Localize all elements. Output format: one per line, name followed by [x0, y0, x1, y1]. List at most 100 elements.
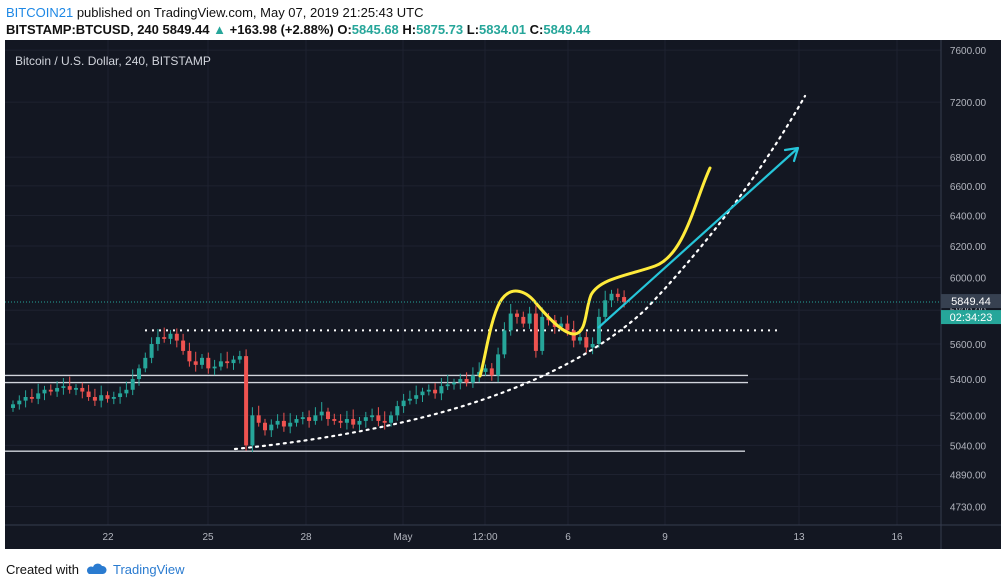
candle-body [470, 375, 475, 383]
candle-body [596, 316, 601, 345]
candle-body [137, 368, 141, 380]
candle-body [149, 344, 154, 358]
candle-body [67, 386, 72, 390]
author-link[interactable]: BITCOIN21 [6, 5, 74, 20]
candle-body [370, 415, 375, 418]
candle-body [344, 419, 349, 423]
candle-body [533, 313, 538, 351]
target-arrow[interactable] [597, 147, 799, 329]
candle-body [225, 361, 230, 364]
parabolic-curve[interactable] [233, 94, 807, 451]
candle-body [206, 357, 211, 369]
candle-body [250, 415, 255, 446]
candle-body [622, 297, 627, 303]
candle-body [338, 420, 343, 423]
candle-body [281, 420, 286, 427]
price-tick-label: 6200.00 [950, 242, 987, 253]
price-tick-label: 5200.00 [950, 411, 987, 422]
high-label: H: [402, 22, 417, 37]
candle-body [193, 361, 198, 365]
candle-body [61, 386, 66, 388]
ohlc-line: BITSTAMP:BTCUSD, 240 5849.44 ▲ +163.98 (… [6, 22, 590, 37]
time-tick-label: 22 [102, 532, 114, 543]
candle-body [11, 404, 15, 408]
candle-body [357, 420, 362, 425]
candle-body [80, 387, 85, 392]
candle-body [155, 337, 160, 345]
price-tick-label: 7600.00 [950, 46, 987, 57]
candle-body [420, 391, 425, 396]
last-price-badge [941, 294, 1001, 309]
candle-body [603, 300, 608, 317]
candle-body [168, 333, 173, 339]
footer: Created with TradingView [0, 552, 1004, 586]
candle-body [36, 393, 41, 399]
drawings[interactable] [5, 94, 941, 451]
candle-body [439, 386, 444, 394]
price-tick-label: 6600.00 [950, 182, 987, 193]
candle-body [124, 389, 129, 394]
candle-body [162, 337, 167, 339]
time-tick-label: 28 [300, 532, 312, 543]
publish-info: published on TradingView.com, May 07, 20… [76, 5, 424, 20]
candle-body [565, 323, 570, 331]
high-value: 5875.73 [416, 22, 464, 37]
price-tick-label: 5600.00 [950, 340, 987, 351]
price-tick-label: 7200.00 [950, 98, 987, 109]
candle-body [426, 389, 431, 392]
price-tick-label: 6800.00 [950, 153, 987, 164]
candle-body [29, 396, 34, 399]
time-tick-label: 6 [565, 532, 571, 543]
time-axis[interactable]: 22 25 28 May 12:00 6 9 13 16 [102, 532, 903, 543]
candle-body [609, 293, 614, 301]
candle-body [212, 366, 217, 369]
time-tick-label: 25 [202, 532, 214, 543]
candle-body [363, 417, 368, 421]
low-label: L: [466, 22, 480, 37]
candle-body [395, 406, 400, 416]
candle-body [17, 400, 22, 405]
time-tick-label: 16 [891, 532, 903, 543]
candle-body [326, 411, 330, 420]
candle-body [389, 415, 393, 423]
candle-body [99, 395, 104, 401]
candle-body [483, 368, 488, 372]
price-tick-label: 4890.00 [950, 470, 987, 481]
candle-body [74, 387, 78, 390]
horizontal-lines[interactable] [5, 329, 780, 452]
close-label: C: [529, 22, 544, 37]
grid-lines [5, 40, 941, 525]
candle-body [584, 337, 589, 348]
price-tick-label: 5040.00 [950, 441, 987, 452]
candle-body [300, 417, 305, 420]
candle-body [508, 313, 513, 331]
candle-body [218, 361, 223, 367]
candle-body [42, 389, 47, 394]
candle-body [382, 420, 387, 423]
candle-body [55, 387, 60, 392]
tradingview-brand[interactable]: TradingView [113, 562, 185, 577]
arrow-head-icon [783, 146, 800, 163]
candle-body [307, 417, 312, 421]
chart-area[interactable]: Bitcoin / U.S. Dollar, 240, BITSTAMP 473… [5, 40, 1001, 549]
candle-body [86, 391, 91, 397]
countdown-badge [941, 310, 1001, 325]
candle-body [231, 359, 236, 364]
close-value: 5849.44 [543, 22, 591, 37]
candle-body [332, 419, 337, 421]
candle-body [181, 340, 186, 351]
created-with-label: Created with [6, 562, 79, 577]
time-tick-label: 9 [662, 532, 668, 543]
candle-body [244, 356, 249, 446]
time-tick-label: 13 [793, 532, 805, 543]
time-tick-label: 12:00 [472, 532, 497, 543]
price-tick-label: 6000.00 [950, 274, 987, 285]
candle-body [275, 420, 280, 425]
candle-body [502, 330, 507, 355]
price-axis[interactable]: 4730.00 4890.00 5040.00 5200.00 5400.00 5600.… [950, 46, 987, 513]
candle-body [319, 411, 324, 416]
chart-svg[interactable]: Bitcoin / U.S. Dollar, 240, BITSTAMP 473… [5, 40, 1001, 549]
chart-header: BITCOIN21 published on TradingView.com, … [0, 0, 1004, 40]
candle-body [452, 382, 456, 385]
candle-body [48, 389, 53, 392]
